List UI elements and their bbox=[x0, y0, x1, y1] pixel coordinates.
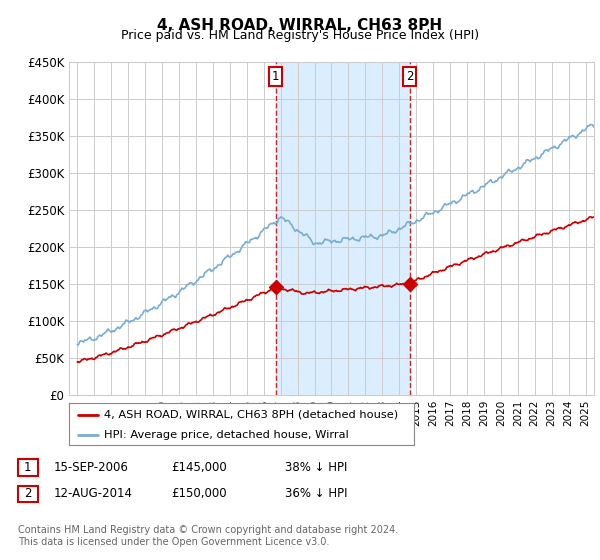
Text: 4, ASH ROAD, WIRRAL, CH63 8PH: 4, ASH ROAD, WIRRAL, CH63 8PH bbox=[157, 18, 443, 33]
Text: 12-AUG-2014: 12-AUG-2014 bbox=[54, 487, 133, 501]
Text: £150,000: £150,000 bbox=[171, 487, 227, 501]
Text: 15-SEP-2006: 15-SEP-2006 bbox=[54, 461, 129, 474]
Text: 2: 2 bbox=[406, 70, 413, 83]
Text: 2: 2 bbox=[24, 487, 32, 501]
Text: Price paid vs. HM Land Registry's House Price Index (HPI): Price paid vs. HM Land Registry's House … bbox=[121, 29, 479, 42]
Text: 36% ↓ HPI: 36% ↓ HPI bbox=[285, 487, 347, 501]
Text: £145,000: £145,000 bbox=[171, 461, 227, 474]
Text: 38% ↓ HPI: 38% ↓ HPI bbox=[285, 461, 347, 474]
Text: Contains HM Land Registry data © Crown copyright and database right 2024.
This d: Contains HM Land Registry data © Crown c… bbox=[18, 525, 398, 547]
Text: 1: 1 bbox=[272, 70, 280, 83]
Bar bbox=[276, 62, 410, 395]
Text: 1: 1 bbox=[24, 461, 32, 474]
Text: HPI: Average price, detached house, Wirral: HPI: Average price, detached house, Wirr… bbox=[104, 430, 348, 440]
Text: 4, ASH ROAD, WIRRAL, CH63 8PH (detached house): 4, ASH ROAD, WIRRAL, CH63 8PH (detached … bbox=[104, 409, 398, 419]
